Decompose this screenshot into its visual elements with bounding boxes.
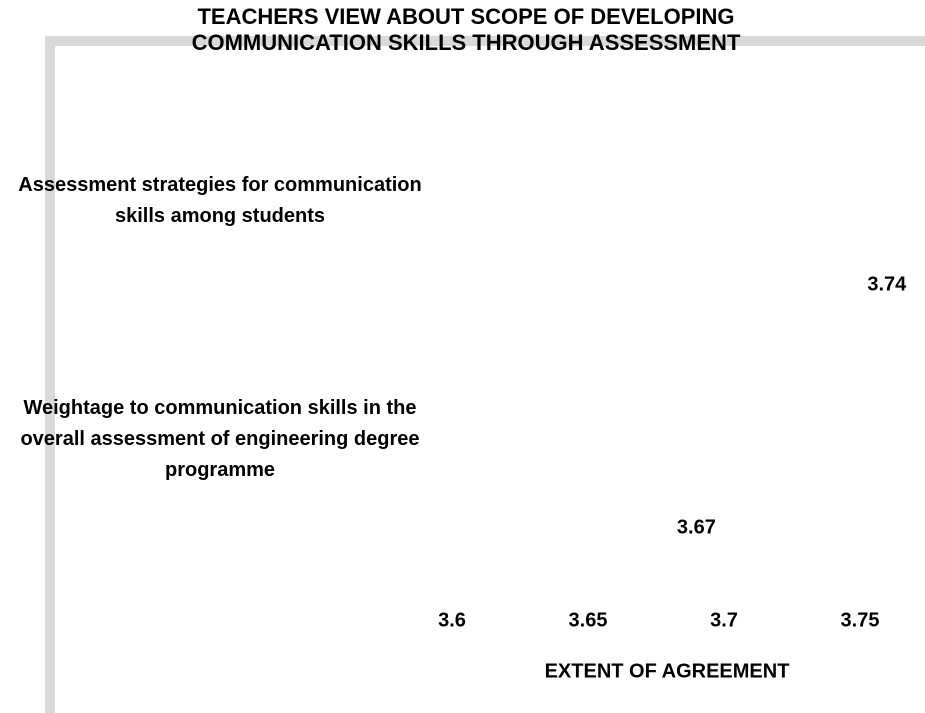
chart-title: TEACHERS VIEW ABOUT SCOPE OF DEVELOPING … [191,4,741,55]
x-tick-label: 3.65 [568,609,608,632]
frame-left [45,36,55,713]
category-label: Weightage to communication skills in the… [20,397,420,481]
category-label: Assessment strategies for communication … [18,174,422,227]
frame-top [45,36,925,46]
x-axis-label: EXTENT OF AGREEMENT [544,660,790,683]
x-tick-label: 3.6 [438,609,466,632]
x-tick-label: 3.75 [840,609,880,632]
x-tick-label: 3.7 [710,609,738,632]
bar [452,225,833,345]
value-label: 3.67 [676,516,716,539]
bar [452,468,643,588]
value-label: 3.74 [867,273,907,296]
